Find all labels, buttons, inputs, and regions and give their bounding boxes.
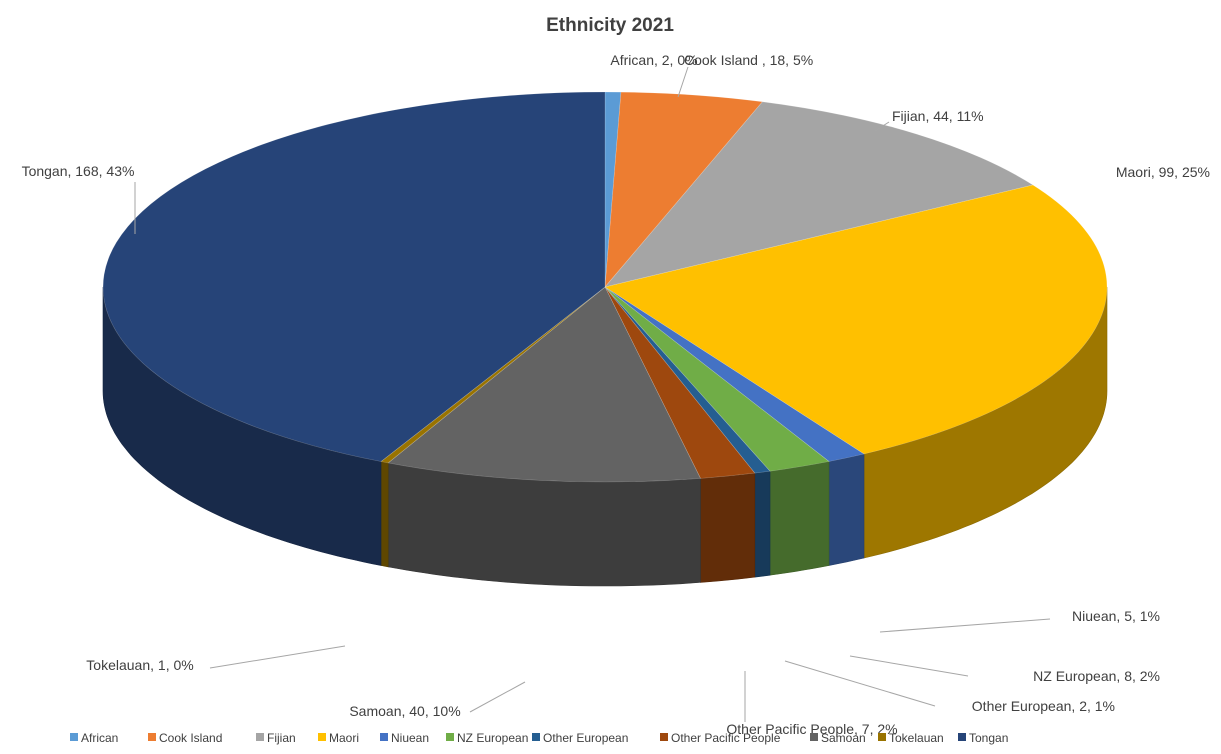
pie-side-walls [102,286,1108,587]
slice-african [604,91,622,288]
side-niuean [828,453,865,566]
legend-item-samoan: Samoan [810,731,866,745]
slice-fijian [604,101,1034,288]
data-label-fijian: Fijian, 44, 11% [892,108,984,124]
data-label-tokelauan: Tokelauan, 1, 0% [86,657,193,673]
leader-line-cook-island [677,66,689,98]
legend-label-african: African [81,731,118,745]
legend-swatch-other-european [532,733,540,741]
side-samoan [387,462,701,587]
slice-other-european [604,286,771,474]
legend-swatch-fijian [256,733,264,741]
legend-swatch-other-pacific-people [660,733,668,741]
legend-item-other-pacific-people: Other Pacific People [660,731,781,745]
data-label-other-pacific-people: Other Pacific People, 7, 2% [726,721,897,737]
legend-label-other-european: Other European [543,731,628,745]
data-label-samoan: Samoan, 40, 10% [349,703,460,719]
legend-item-niuean: Niuean [380,731,429,745]
legend-label-fijian: Fijian [267,731,296,745]
legend-item-fijian: Fijian [256,731,296,745]
legend-swatch-tongan [958,733,966,741]
legend-item-tongan: Tongan [958,731,1008,745]
slice-cook-island [604,91,763,288]
legend-label-maori: Maori [329,731,359,745]
legend-item-maori: Maori [318,731,359,745]
legend-swatch-samoan [810,733,818,741]
legend-item-cook-island: Cook Island [148,731,222,745]
data-label-african: African, 2, 0% [610,52,697,68]
legend-swatch-cook-island [148,733,156,741]
data-label-cook-island: Cook Island , 18, 5% [684,52,813,68]
leader-line-niuean [879,618,1051,633]
slice-maori [604,184,1108,455]
side-tongan [102,286,382,566]
data-label-tongan: Tongan, 168, 43% [22,163,135,179]
pie-top-faces [102,91,1108,483]
legend-item-african: African [70,731,118,745]
pie-plot-area [102,91,1108,587]
legend-label-other-pacific-people: Other Pacific People [671,731,781,745]
data-label-nz-european: NZ European, 8, 2% [1033,668,1160,684]
leader-line-nz-european [849,655,969,677]
legend-label-tokelauan: Tokelauan [889,731,944,745]
legend-item-nz-european: NZ European [446,731,528,745]
legend-label-nz-european: NZ European [457,731,528,745]
side-other-pacific-people [700,472,756,583]
leader-line-fijian [874,121,890,132]
chart-legend: African Cook Island Fijian Maori Niuean NZ Eu… [70,731,1008,745]
legend-label-samoan: Samoan [821,731,866,745]
leader-line-other-european [784,660,936,707]
legend-swatch-maori [318,733,326,741]
side-tokelauan [380,461,389,568]
legend-label-tongan: Tongan [969,731,1008,745]
slice-nz-european [604,286,830,472]
side-nz-european [769,461,830,576]
legend-swatch-nz-european [446,733,454,741]
data-label-other-european: Other European, 2, 1% [972,698,1115,714]
legend-label-cook-island: Cook Island [159,731,222,745]
legend-label-niuean: Niuean [391,731,429,745]
chart-title: Ethnicity 2021 [546,15,674,36]
slice-other-pacific-people [604,286,756,479]
legend-item-other-european: Other European [532,731,628,745]
legend-item-tokelauan: Tokelauan [878,731,944,745]
leader-line-tokelauan [209,645,346,669]
slice-samoan [387,286,701,483]
legend-swatch-niuean [380,733,388,741]
data-label-niuean: Niuean, 5, 1% [1072,608,1160,624]
side-other-european [754,470,771,578]
slice-niuean [604,286,865,462]
data-label-maori: Maori, 99, 25% [1116,164,1210,180]
data-labels: African, 2, 0%Cook Island , 18, 5% Fijian… [22,52,1210,737]
legend-swatch-african [70,733,78,741]
legend-swatch-tokelauan [878,733,886,741]
slice-tokelauan [380,286,606,464]
slice-tongan [102,91,606,462]
leader-line-samoan [469,681,526,713]
